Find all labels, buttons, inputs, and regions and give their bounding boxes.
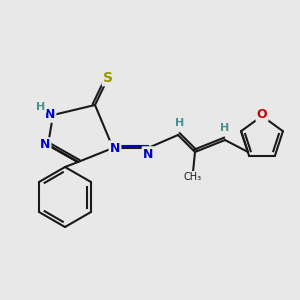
Text: N: N <box>143 148 153 160</box>
Text: O: O <box>257 107 267 121</box>
Text: N: N <box>40 139 50 152</box>
Text: H: H <box>36 102 46 112</box>
Text: N: N <box>110 142 120 154</box>
Text: CH₃: CH₃ <box>184 172 202 182</box>
Text: N: N <box>45 109 55 122</box>
Text: H: H <box>220 123 230 133</box>
Text: H: H <box>176 118 184 128</box>
Text: S: S <box>103 71 113 85</box>
